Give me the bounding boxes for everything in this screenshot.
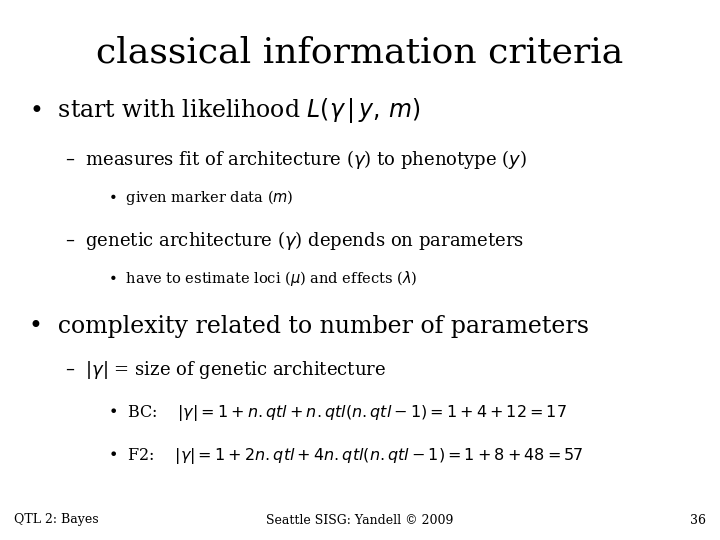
Text: •  have to estimate loci ($\mu$) and effects ($\lambda$): • have to estimate loci ($\mu$) and effe… [108,268,418,288]
Text: •  complexity related to number of parameters: • complexity related to number of parame… [29,315,589,338]
Text: classical information criteria: classical information criteria [96,35,624,69]
Text: Seattle SISG: Yandell © 2009: Seattle SISG: Yandell © 2009 [266,514,454,526]
Text: –  $|\gamma|$ = size of genetic architecture: – $|\gamma|$ = size of genetic architect… [65,359,386,381]
Text: •  BC:    $|\gamma| = 1 + n.qtl + n.qtl(n.qtl - 1) = 1 + 4 + 12 = 17$: • BC: $|\gamma| = 1 + n.qtl + n.qtl(n.qt… [108,403,567,423]
Text: •  given marker data ($m$): • given marker data ($m$) [108,187,294,207]
Text: QTL 2: Bayes: QTL 2: Bayes [14,514,99,526]
Text: 36: 36 [690,514,706,526]
Text: •  F2:    $|\gamma| = 1 + 2n.qtl +4n.qtl(n.qtl - 1) = 1 + 8 + 48 = 57$: • F2: $|\gamma| = 1 + 2n.qtl +4n.qtl(n.q… [108,446,583,467]
Text: –  genetic architecture ($\gamma$) depends on parameters: – genetic architecture ($\gamma$) depend… [65,229,524,252]
Text: •  start with likelihood $L(\gamma\,|\,y,\,m)$: • start with likelihood $L(\gamma\,|\,y,… [29,96,420,125]
Text: –  measures fit of architecture ($\gamma$) to phenotype ($y$): – measures fit of architecture ($\gamma$… [65,148,527,171]
